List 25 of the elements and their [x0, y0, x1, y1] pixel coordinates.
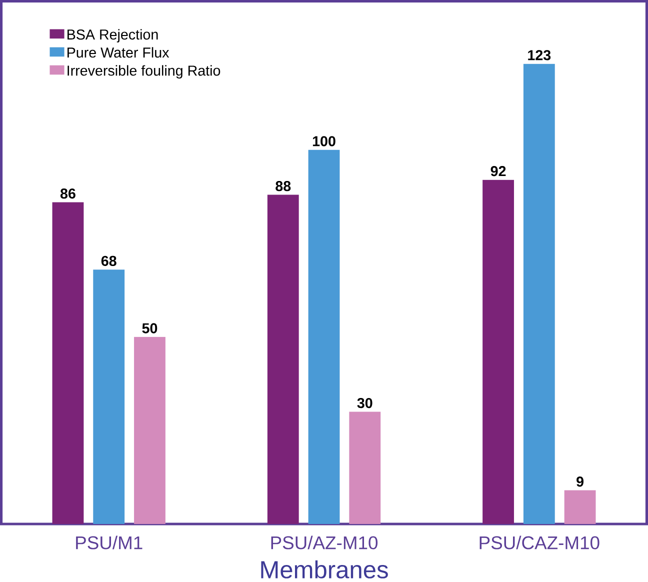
bar	[134, 337, 166, 524]
bar	[93, 270, 125, 524]
data-label: 88	[276, 181, 291, 192]
data-label: 30	[357, 398, 372, 408]
bar	[564, 490, 596, 524]
data-label: 100	[312, 136, 336, 146]
data-label: 9	[576, 476, 584, 487]
bar	[349, 412, 381, 524]
x-axis-title: Membranes	[261, 560, 388, 579]
data-label: 86	[60, 188, 76, 199]
data-label: 68	[101, 256, 116, 266]
legend-label: Irreversible fouling Ratio	[68, 65, 220, 79]
bar	[52, 202, 84, 524]
legend-label: Pure Water Flux	[68, 47, 170, 58]
bar	[308, 150, 340, 524]
bar	[523, 64, 555, 524]
x-tick-label: PSU/AZ-M10	[271, 536, 378, 550]
bar	[267, 194, 299, 524]
data-label: 50	[142, 323, 158, 334]
bar	[482, 180, 514, 524]
data-label: 92	[490, 166, 506, 176]
x-tick-label: PSU/CAZ-M10	[480, 536, 600, 550]
data-label: 123	[528, 50, 551, 60]
legend-label: BSA Rejection	[68, 29, 158, 43]
x-tick-label: PSU/M1	[76, 536, 142, 550]
